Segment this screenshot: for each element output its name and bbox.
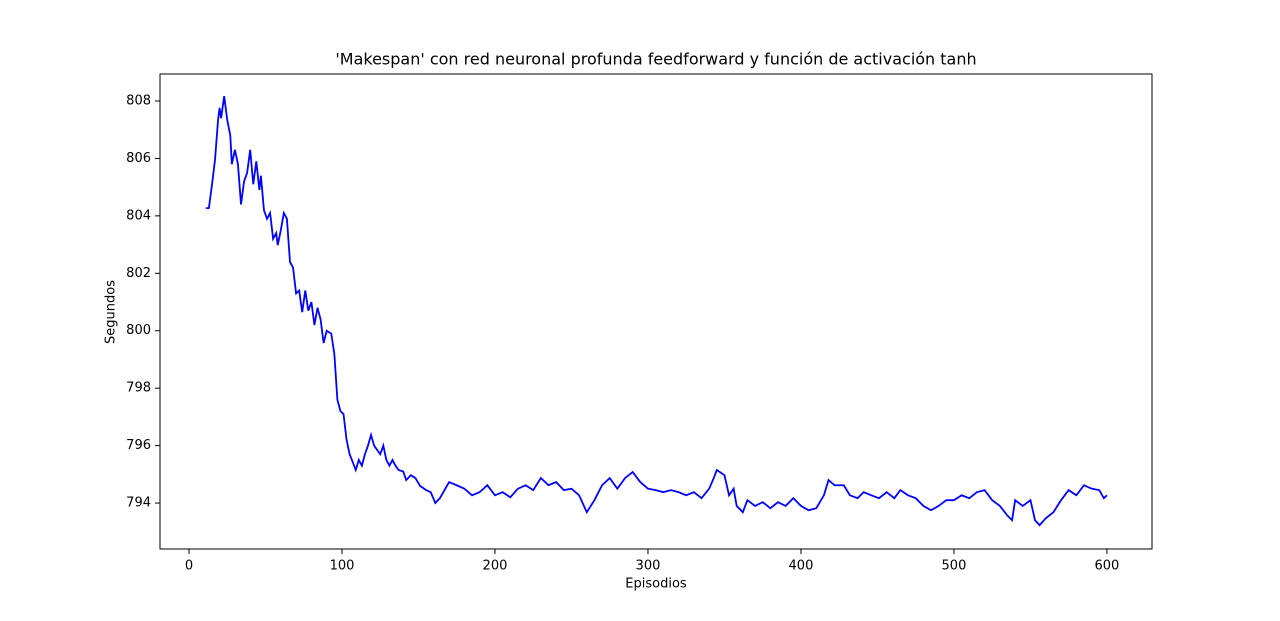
x-tick-label: 400 (789, 559, 814, 574)
x-tick-label: 600 (1095, 559, 1120, 574)
y-axis-label: Segundos (104, 280, 119, 344)
line-series (205, 95, 1108, 527)
y-tick-label: 804 (126, 208, 151, 223)
x-tick-label: 300 (636, 559, 661, 574)
y-tick-label: 794 (126, 496, 151, 511)
y-tick-label: 808 (126, 93, 151, 108)
y-tick-label: 800 (126, 323, 151, 338)
x-tick-label: 200 (483, 559, 508, 574)
x-tick-label: 500 (942, 559, 967, 574)
y-tick-label: 802 (126, 266, 151, 281)
y-tick-label: 796 (126, 438, 151, 453)
x-tick-label: 0 (185, 559, 193, 574)
chart-title: 'Makespan' con red neuronal profunda fee… (335, 50, 976, 69)
plot-frame (159, 73, 1153, 550)
y-tick-label: 806 (126, 151, 151, 166)
y-tick-label: 798 (126, 381, 151, 396)
x-tick-label: 100 (330, 559, 355, 574)
x-axis-label: Episodios (625, 577, 687, 592)
